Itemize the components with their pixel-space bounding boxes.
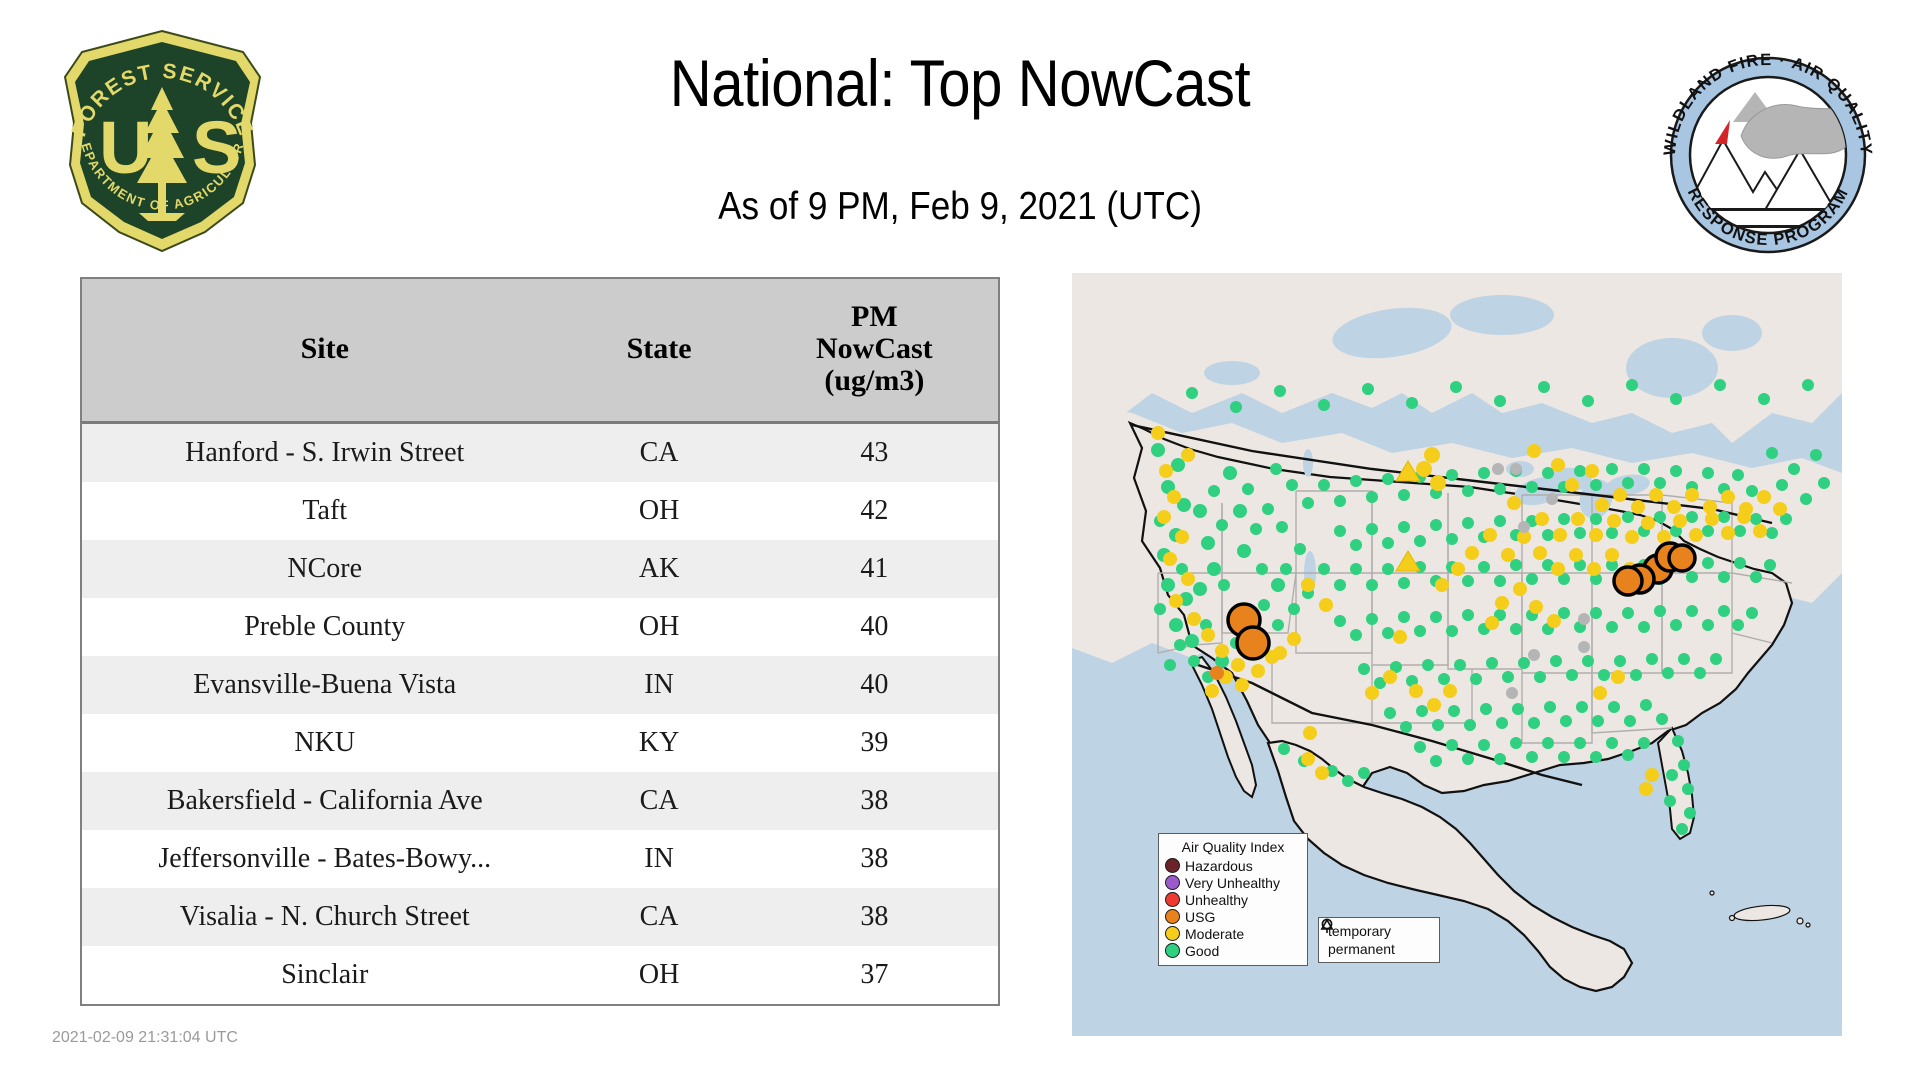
aqi-legend-item-very-unhealthy[interactable]: Very Unhealthy [1165,874,1301,891]
nowcast-table-element: Site State PM NowCast (ug/m3) Hanford - … [82,279,998,1004]
cell-site: Hanford - S. Irwin Street [185,437,465,468]
table-row[interactable]: Taft OH 42 [82,482,998,540]
aqi-legend-label: Good [1185,942,1220,959]
cell-site: Evansville-Buena Vista [193,669,457,700]
table-row[interactable]: Evansville-Buena Vista IN 40 [82,656,998,714]
page-title: National: Top NowCast [669,46,1251,120]
cell-site: Visalia - N. Church Street [179,901,470,932]
usfs-shield-logo: FOREST SERVICE DEPARTMENT OF AGRICULTURE… [50,13,270,255]
cell-state: CA [639,437,679,468]
cell-value: 42 [860,495,889,526]
cell-value: 40 [860,611,889,642]
cell-value: 40 [860,669,889,700]
cell-value: 37 [860,959,889,990]
page-subtitle: As of 9 PM, Feb 9, 2021 (UTC) [718,185,1202,228]
aqi-legend-item-moderate[interactable]: Moderate [1165,925,1301,942]
symbol-legend-label: temporary [1328,923,1392,939]
cell-site: NCore [287,553,363,584]
cell-state: IN [644,669,674,700]
column-header-pm-nowcast[interactable]: PM NowCast (ug/m3) [750,279,998,424]
aqi-legend-label: Unhealthy [1185,891,1249,908]
top-site-markers[interactable] [1226,541,1697,661]
hazardous-swatch-icon [1165,858,1180,873]
usfs-letter-s: S [192,106,241,189]
table-row[interactable]: NKU KY 39 [82,714,998,772]
cell-site: Preble County [244,611,406,642]
table-row[interactable]: NCore AK 41 [82,540,998,598]
table-row[interactable]: Jeffersonville - Bates-Bowy... IN 38 [82,830,998,888]
cell-value: 41 [860,553,889,584]
table-row[interactable]: Hanford - S. Irwin Street CA 43 [82,422,998,482]
cell-state: OH [638,611,680,642]
cell-value: 38 [860,901,889,932]
aqi-legend-label: Hazardous [1185,857,1253,874]
monitor-dots-good [1151,379,1830,835]
aqi-legend-label: Very Unhealthy [1185,874,1280,891]
usg-swatch-icon [1165,909,1180,924]
pm-header-line3: (ug/m3) [824,363,925,397]
caribbean-islands [1709,890,1811,928]
cell-site: NKU [294,727,356,758]
table-row[interactable]: Sinclair OH 37 [82,946,998,1004]
table-row[interactable]: Visalia - N. Church Street CA 38 [82,888,998,946]
pine-tree-icon [137,87,187,221]
cell-state: OH [638,959,680,990]
wfaqrp-logo: WILDLAND FIRE · AIR QUALITY RESPONSE PRO… [1645,32,1890,277]
monitor-dots-permanent-triangles [1395,460,1421,572]
symbol-legend-item-permanent[interactable]: permanent [1320,918,1434,958]
aqi-legend-label: Moderate [1185,925,1245,942]
table-row[interactable]: Preble County OH 40 [82,598,998,656]
column-header-site[interactable]: Site [82,279,568,424]
cell-site: Taft [302,495,348,526]
aqi-legend-item-good[interactable]: Good [1165,942,1301,959]
table-row[interactable]: Bakersfield - California Ave CA 38 [82,772,998,830]
monitor-dots-unknown [1492,463,1590,699]
symbol-legend-item-temporary[interactable]: temporary [1321,918,1434,940]
triangle-pin-icon [1320,918,1334,930]
aqi-map[interactable]: Air Quality Index Hazardous Very Unhealt… [1072,273,1842,1036]
cell-value: 39 [860,727,889,758]
top-site-marker-ca-2 [1235,625,1271,661]
table-header-row: Site State PM NowCast (ug/m3) [82,279,998,424]
pm-header-line2: NowCast [816,332,933,366]
symbol-legend: temporary permanent [1318,917,1440,963]
cell-site: Jeffersonville - Bates-Bowy... [158,843,492,874]
cell-value: 38 [860,785,889,816]
cell-site: Bakersfield - California Ave [166,785,483,816]
cell-state: KY [638,727,680,758]
aqi-legend-item-hazardous[interactable]: Hazardous [1165,857,1301,874]
cell-state: OH [638,495,680,526]
aqi-legend-label: USG [1185,908,1216,925]
moderate-swatch-icon [1165,926,1180,941]
very-unhealthy-swatch-icon [1165,875,1180,890]
top-site-marker-oh-3 [1667,543,1697,573]
top-nowcast-table: Site State PM NowCast (ug/m3) Hanford - … [80,277,1000,1006]
cell-value: 43 [860,437,889,468]
cell-state: CA [639,785,679,816]
top-site-marker-ky-1 [1612,565,1644,597]
symbol-legend-label: permanent [1328,941,1395,957]
generated-timestamp: 2021-02-09 21:31:04 UTC [52,1029,238,1046]
aqi-legend-item-unhealthy[interactable]: Unhealthy [1165,891,1301,908]
aqi-legend-title: Air Quality Index [1181,839,1285,855]
aqi-legend-item-usg[interactable]: USG [1165,908,1301,925]
cell-value: 38 [860,843,889,874]
aqi-legend: Air Quality Index Hazardous Very Unhealt… [1158,833,1308,966]
cell-state: CA [639,901,679,932]
table-head: Site State PM NowCast (ug/m3) [82,279,998,424]
monitor-dots-moderate [1151,426,1787,796]
cell-state: IN [644,843,674,874]
column-header-state[interactable]: State [567,279,751,424]
unhealthy-swatch-icon [1165,892,1180,907]
cell-state: AK [638,553,680,584]
cell-site: Sinclair [281,959,369,990]
good-swatch-icon [1165,943,1180,958]
table-body: Hanford - S. Irwin Street CA 43 Taft OH … [82,422,998,1004]
monitor-dots-unhealthy-sensitive [1210,666,1224,680]
pm-header-line1: PM [851,300,898,334]
